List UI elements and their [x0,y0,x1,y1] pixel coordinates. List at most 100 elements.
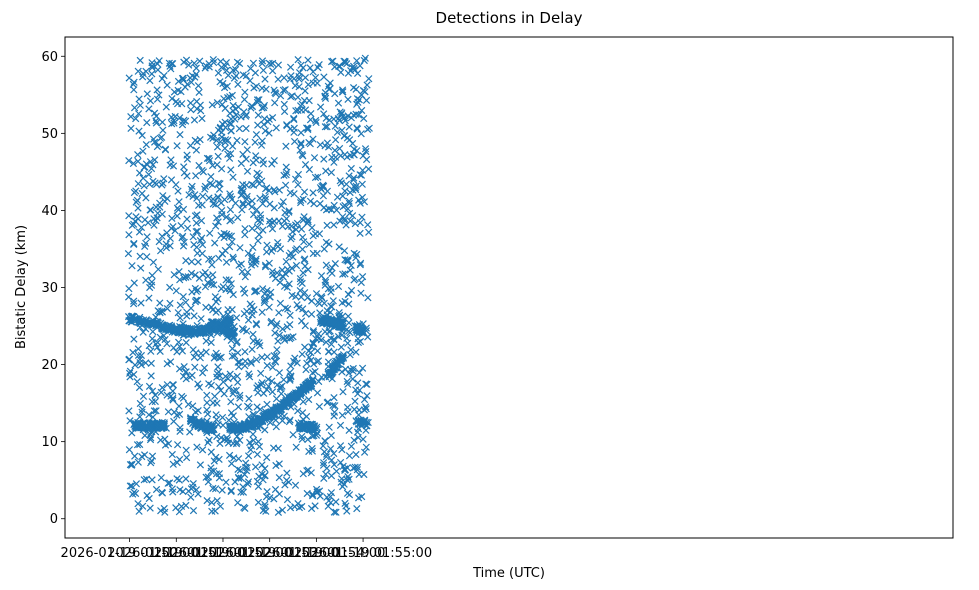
noise-point [182,453,191,462]
noise-point [345,426,353,435]
noise-point [169,222,177,231]
noise-point [141,431,149,440]
noise-point [231,352,239,360]
noise-point [159,192,167,200]
noise-point [172,287,180,295]
noise-point [148,452,157,460]
noise-point [222,276,230,284]
noise-point [162,103,170,111]
track-point [332,318,340,326]
noise-point [146,504,154,512]
noise-point [337,343,345,351]
noise-point [152,117,160,125]
noise-point [336,177,344,185]
plot-frame [64,36,954,539]
noise-point [198,249,206,258]
noise-point [189,506,198,515]
noise-point [190,312,198,320]
noise-point [138,408,146,416]
noise-point [265,129,273,137]
noise-point [356,259,365,267]
noise-point [209,55,217,64]
noise-point [262,85,270,93]
noise-point [249,330,257,339]
noise-point [332,467,341,475]
noise-point [136,413,144,421]
noise-point [359,86,368,95]
noise-point [360,395,369,404]
noise-point [330,335,338,344]
noise-point [282,476,291,484]
noise-point [303,359,311,367]
noise-point [360,56,368,65]
noise-point [291,246,300,255]
noise-point [287,249,295,257]
noise-point [189,346,197,354]
noise-point [355,470,363,479]
noise-point [177,87,185,96]
noise-point [134,67,142,75]
noise-point [275,369,284,377]
track-point [292,391,300,399]
noise-point [327,302,335,310]
noise-point [146,76,154,85]
noise-point [272,423,280,431]
noise-point [319,461,328,469]
noise-point [244,249,252,258]
noise-point [212,411,220,419]
noise-point [263,241,271,249]
noise-point [192,64,200,72]
noise-point [270,156,278,165]
noise-point [319,442,327,450]
x-tick-label: 2026-01-19 01:54:00 [247,546,385,561]
noise-point [190,353,198,361]
noise-point [343,489,352,497]
noise-point [343,134,352,142]
noise-point [268,67,277,75]
noise-point [230,387,238,395]
noise-point [264,375,272,383]
noise-point [240,95,249,104]
noise-point [142,239,150,247]
noise-point [362,147,370,156]
noise-point [259,506,267,515]
noise-point [354,335,362,343]
noise-point [152,119,161,127]
noise-point [211,392,219,400]
noise-point [214,69,223,77]
noise-point [250,305,258,314]
noise-point [274,61,283,69]
noise-point [273,320,281,328]
noise-point [159,126,167,134]
noise-point [252,319,260,328]
noise-point [260,298,269,307]
track-point [171,327,179,335]
noise-point [213,370,221,378]
track-point [339,354,348,362]
noise-point [173,142,181,150]
noise-point [322,261,330,269]
noise-point [263,400,271,409]
noise-point [249,181,258,189]
noise-point [315,377,323,386]
noise-point [194,406,202,415]
noise-point [290,128,298,136]
noise-point [243,167,252,175]
noise-point [169,460,177,468]
noise-point [190,59,198,67]
noise-point [158,118,167,126]
noise-point [305,240,313,248]
noise-point [244,316,253,324]
noise-point [249,59,258,67]
noise-point [192,219,201,227]
noise-point [228,142,237,150]
noise-point [180,163,188,171]
track-point [141,318,149,326]
noise-point [338,126,346,134]
noise-point [163,360,171,368]
noise-point [214,363,222,371]
noise-point [227,216,235,224]
noise-point [320,474,328,483]
noise-point [156,309,164,317]
noise-point [273,346,281,354]
